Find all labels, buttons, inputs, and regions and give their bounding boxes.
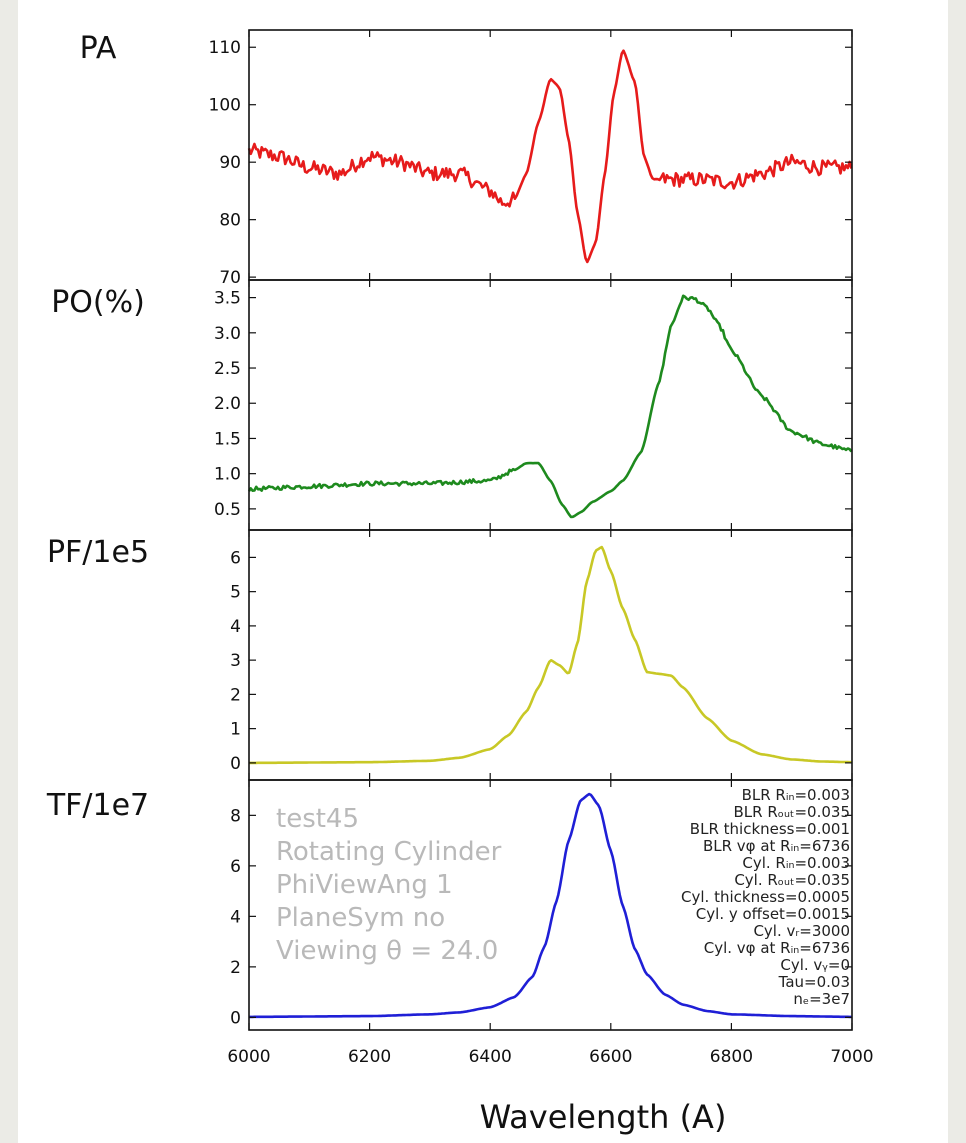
annotation-right-line: Cyl. vφ at Rᵢₙ=6736: [704, 939, 850, 957]
x-tick-label: 6200: [348, 1047, 391, 1067]
panel-1-title: PA: [80, 31, 117, 66]
annotation-right-line: BLR thickness=0.001: [690, 820, 850, 838]
annotation-left-line: test45: [276, 804, 359, 834]
x-tick-label: 6800: [710, 1047, 753, 1067]
y-tick-label: 70: [219, 268, 241, 288]
annotation-right-line: Cyl. y offset=0.0015: [696, 905, 850, 923]
annotation-right-line: Tau=0.03: [778, 973, 850, 991]
panel-2-series-line: [247, 294, 853, 519]
panel-1-axes-frame: [248, 29, 853, 281]
annotation-left-line: PhiViewAng 1: [276, 870, 453, 900]
panel-3-title: PF/1e5: [47, 535, 149, 570]
x-tick-label: 7000: [830, 1047, 873, 1067]
annotation-right-line: BLR vφ at Rᵢₙ=6736: [703, 837, 850, 855]
y-tick-label: 1.0: [214, 465, 241, 485]
annotation-right-line: Cyl. vᵧ=0: [780, 956, 850, 974]
x-axis-label: Wavelength (A): [480, 1098, 727, 1136]
y-tick-label: 2.5: [214, 359, 241, 379]
panel-2-title: PO(%): [51, 285, 145, 320]
annotation-right-line: Cyl. Rₒᵤₜ=0.035: [734, 871, 850, 889]
annotation-right-line: Cyl. Rᵢₙ=0.003: [742, 854, 850, 872]
y-tick-label: 2: [230, 958, 241, 978]
y-tick-label: 8: [230, 806, 241, 826]
panel-4-axes-frame: [248, 779, 853, 1031]
y-tick-label: 1.5: [214, 429, 241, 449]
y-tick-label: 6: [230, 857, 241, 877]
y-tick-label: 0.5: [214, 500, 241, 520]
annotation-right-line: BLR Rᵢₙ=0.003: [742, 786, 850, 804]
figure-frame: PA 70 80 90 100 110 PO(%) 0.5 1.0 1.5 2.0 2.5 3.0 3.5…: [18, 0, 948, 1143]
y-tick-label: 4: [230, 907, 241, 927]
y-tick-label: 80: [219, 211, 241, 231]
y-tick-label: 0: [230, 754, 241, 774]
panel-4-title: TF/1e7: [46, 788, 149, 823]
y-tick-label: 1: [230, 720, 241, 740]
panel-3-axes-frame: [248, 529, 853, 781]
panel-2-axes-frame: [248, 279, 853, 531]
annotation-left-line: Viewing θ = 24.0: [276, 936, 498, 966]
annotation-right-line: Cyl. thickness=0.0005: [681, 888, 850, 906]
panel-4-series-line: [249, 792, 852, 1019]
y-tick-label: 3.0: [214, 324, 241, 344]
annotation-left-line: PlaneSym no: [276, 903, 445, 933]
annotation-left-line: Rotating Cylinder: [276, 837, 502, 867]
y-tick-label: 2.0: [214, 394, 241, 414]
y-tick-label: 3: [230, 651, 241, 671]
y-tick-label: 100: [209, 96, 241, 116]
x-tick-label: 6600: [589, 1047, 632, 1067]
x-tick-label: 6000: [227, 1047, 270, 1067]
y-tick-label: 5: [230, 583, 241, 603]
y-tick-label: 110: [209, 38, 241, 58]
annotation-right-line: nₑ=3e7: [793, 990, 850, 1008]
y-tick-label: 2: [230, 685, 241, 705]
figure-svg: PA708090100110PO(%)0.51.01.52.02.53.03.5…: [46, 29, 874, 1136]
y-tick-label: 3.5: [214, 289, 241, 309]
annotation-right-line: Cyl. vᵣ=3000: [753, 922, 850, 940]
panel-3-series-line: [249, 545, 852, 765]
y-tick-label: 4: [230, 617, 241, 637]
y-tick-label: 6: [230, 548, 241, 568]
x-tick-label: 6400: [469, 1047, 512, 1067]
panel-1-series-line: [247, 49, 853, 264]
y-tick-label: 0: [230, 1008, 241, 1028]
y-tick-label: 90: [219, 153, 241, 173]
annotation-right-line: BLR Rₒᵤₜ=0.035: [734, 803, 850, 821]
